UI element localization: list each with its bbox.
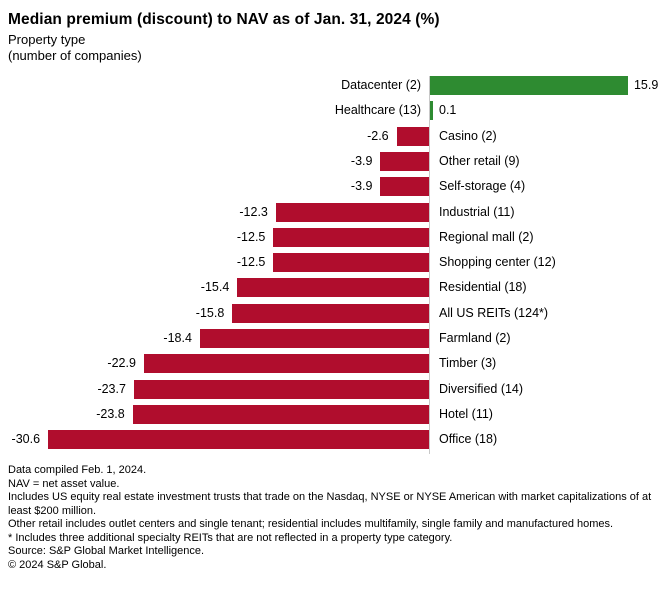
chart-bar: [143, 354, 429, 373]
zero-axis-line: [429, 76, 430, 454]
footnote-inclusion-criteria: Includes US equity real estate investmen…: [8, 491, 652, 517]
chart-subtitle: Property type (number of companies): [8, 32, 660, 64]
category-label: Farmland (2): [439, 331, 511, 345]
category-label: Industrial (11): [439, 205, 515, 219]
value-label: -30.6: [11, 432, 41, 446]
footnote-copyright: © 2024 S&P Global.: [8, 558, 107, 571]
category-label: Office (18): [439, 432, 498, 446]
value-label: -12.5: [236, 255, 266, 269]
chart-bar: [48, 430, 429, 449]
chart-title: Median premium (discount) to NAV as of J…: [8, 11, 440, 28]
value-label: -12.5: [236, 230, 266, 244]
footnote-source: Source: S&P Global Market Intelligence.: [8, 545, 205, 557]
footnote-nav-definition: NAV = net asset value.: [8, 477, 120, 490]
value-label: -3.9: [350, 154, 373, 168]
value-label: 0.1: [439, 103, 457, 117]
category-label: Datacenter (2): [341, 78, 421, 92]
category-label: Self-storage (4): [439, 179, 526, 193]
category-label: Shopping center (12): [439, 255, 556, 269]
value-label: -18.4: [163, 331, 192, 345]
category-label: Timber (3): [439, 356, 497, 370]
chart-bar: [232, 304, 429, 323]
chart-bar: [380, 177, 429, 196]
value-label: -15.8: [195, 306, 225, 320]
category-label: Residential (18): [439, 280, 527, 294]
category-label: All US REITs (124*): [439, 306, 549, 320]
chart-bar: [275, 203, 429, 222]
footnotes: Data compiled Feb. 1, 2024. NAV = net as…: [8, 464, 656, 572]
chart-bar: [380, 152, 429, 171]
chart-bar: [273, 228, 429, 247]
footnote-category-definitions: Other retail includes outlet centers and…: [8, 518, 614, 530]
subtitle-line-property-type: Property type: [8, 32, 86, 47]
value-label: -3.9: [350, 179, 373, 193]
chart-bar: [430, 76, 628, 95]
category-label: Regional mall (2): [439, 230, 534, 244]
chart-bar: [132, 405, 429, 424]
value-label: -23.7: [97, 382, 126, 396]
footnote-data-compiled: Data compiled Feb. 1, 2024.: [8, 464, 147, 476]
category-label: Other retail (9): [439, 154, 520, 168]
value-label: -12.3: [239, 205, 268, 219]
subtitle-line-company-count: (number of companies): [8, 48, 142, 63]
chart-bar: [273, 253, 429, 272]
footnote-asterisk: * Includes three additional specialty RE…: [8, 531, 453, 544]
category-label: Hotel (11): [439, 407, 493, 421]
value-label: -22.9: [107, 356, 136, 370]
category-label: Healthcare (13): [334, 103, 421, 117]
value-label: 15.9: [633, 78, 659, 92]
value-label: -2.6: [367, 129, 389, 143]
chart-bar: [430, 101, 433, 120]
chart-bar: [199, 329, 429, 348]
chart-bar: [237, 278, 429, 297]
value-label: -23.8: [96, 407, 125, 421]
value-label: -15.4: [200, 280, 230, 294]
category-label: Casino (2): [439, 129, 497, 143]
chart-bar: [396, 127, 429, 146]
category-label: Diversified (14): [439, 382, 524, 396]
bar-chart: Datacenter (2) 15.9 Healthcare (13) 0.1 Casi…: [0, 76, 660, 454]
chart-bar: [133, 380, 429, 399]
